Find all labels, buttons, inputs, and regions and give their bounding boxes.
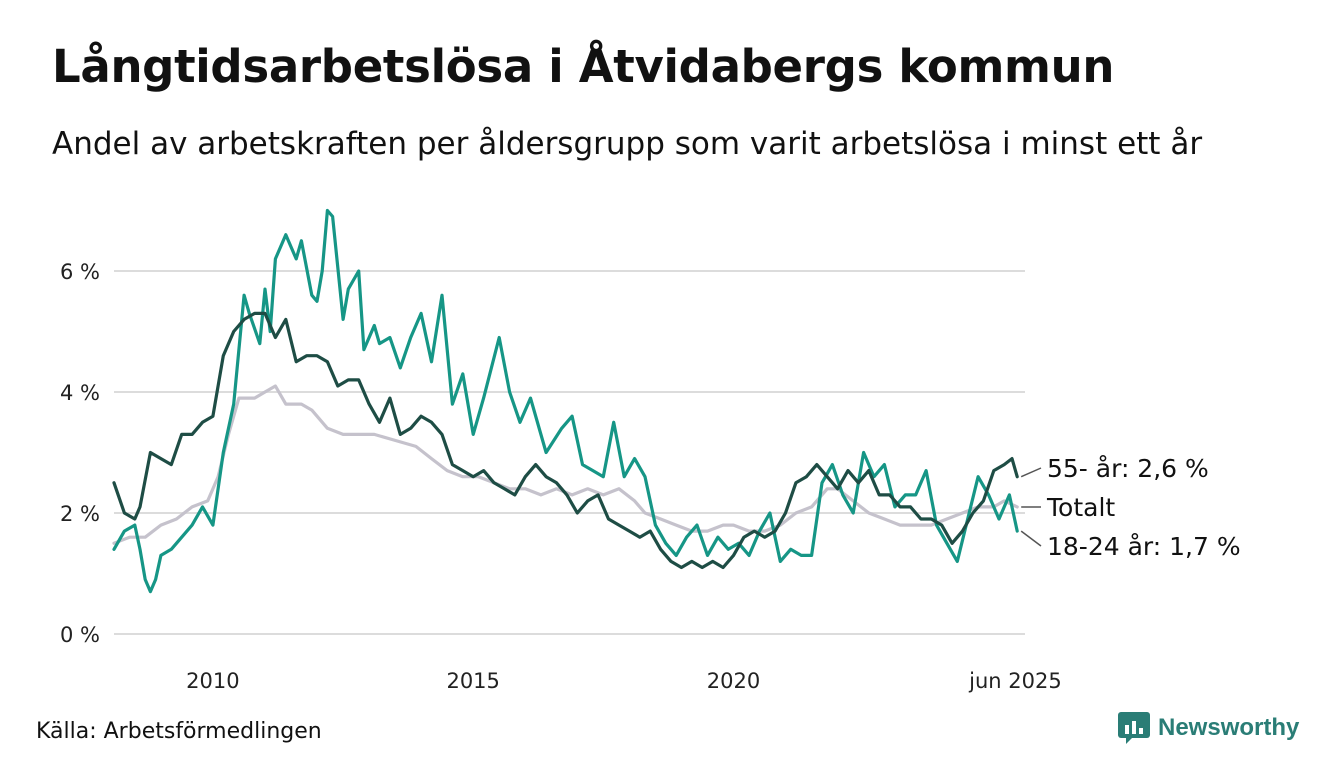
end-label-total: Totalt xyxy=(1046,493,1115,522)
y-tick-label: 4 % xyxy=(60,381,100,405)
chart-subtitle: Andel av arbetskraften per åldersgrupp s… xyxy=(52,126,1203,162)
series-line-55 xyxy=(112,311,1019,570)
series-line-total xyxy=(112,384,1019,545)
end-label-1824: 18-24 år: 1,7 % xyxy=(1047,532,1241,561)
chart-title: Långtidsarbetslösa i Åtvidabergs kommun xyxy=(52,40,1115,93)
end-label-leader-55 xyxy=(1020,467,1042,478)
brand-logo: Newsworthy xyxy=(1118,712,1299,744)
y-tick-label: 2 % xyxy=(60,502,100,526)
x-tick-label: 2015 xyxy=(446,669,499,693)
source-note: Källa: Arbetsförmedlingen xyxy=(36,719,322,744)
x-tick-label: jun 2025 xyxy=(968,669,1062,693)
end-label-leader-1824 xyxy=(1020,530,1042,547)
end-label-55: 55- år: 2,6 % xyxy=(1047,454,1209,483)
newsworthy-logo-icon xyxy=(1118,712,1150,744)
brand-name: Newsworthy xyxy=(1158,714,1300,741)
series-line-1824 xyxy=(112,208,1019,594)
y-tick-label: 6 % xyxy=(60,260,100,284)
x-tick-label: 2010 xyxy=(186,669,239,693)
y-tick-label: 0 % xyxy=(60,623,100,647)
x-tick-label: 2020 xyxy=(707,669,760,693)
